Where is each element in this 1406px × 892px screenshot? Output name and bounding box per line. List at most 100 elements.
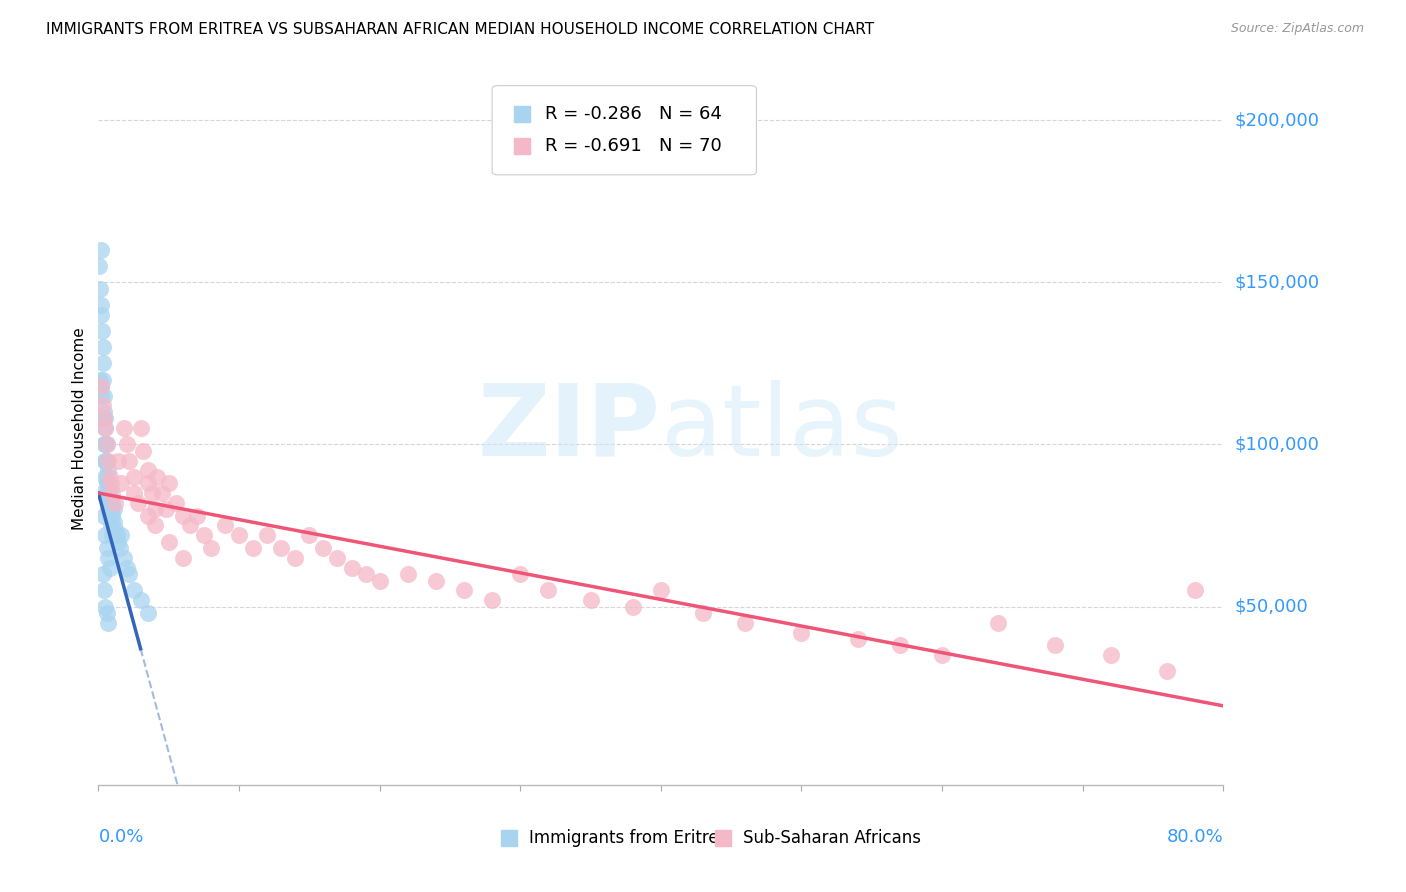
Point xyxy=(1184,583,1206,598)
Point xyxy=(91,486,114,500)
Point xyxy=(270,541,292,556)
Point xyxy=(101,528,124,542)
Point xyxy=(96,476,118,491)
Point xyxy=(931,648,953,663)
Point xyxy=(90,379,112,393)
Point xyxy=(90,379,112,393)
Point xyxy=(94,470,117,484)
Point xyxy=(846,632,869,646)
Point xyxy=(98,496,121,510)
Point xyxy=(98,560,121,574)
Point xyxy=(91,567,114,582)
Point xyxy=(157,534,180,549)
Point xyxy=(93,437,115,451)
Point xyxy=(98,508,121,523)
Text: IMMIGRANTS FROM ERITREA VS SUBSAHARAN AFRICAN MEDIAN HOUSEHOLD INCOME CORRELATIO: IMMIGRANTS FROM ERITREA VS SUBSAHARAN AF… xyxy=(46,22,875,37)
Point xyxy=(101,496,124,510)
Point xyxy=(103,515,125,529)
Point xyxy=(425,574,447,588)
Point xyxy=(97,476,120,491)
Point xyxy=(889,639,911,653)
Point xyxy=(579,593,602,607)
Point xyxy=(96,437,118,451)
Point xyxy=(396,567,419,582)
Point xyxy=(97,486,120,500)
Point xyxy=(537,583,560,598)
Point xyxy=(93,405,115,419)
Point xyxy=(100,518,122,533)
Point xyxy=(179,518,201,533)
Point xyxy=(256,528,278,542)
Point xyxy=(97,550,120,565)
Point xyxy=(1099,648,1122,663)
Point xyxy=(136,606,159,620)
Point xyxy=(165,496,187,510)
Point xyxy=(150,486,173,500)
Point xyxy=(136,508,159,523)
Point xyxy=(96,437,118,451)
Point xyxy=(100,476,122,491)
Point xyxy=(1043,639,1066,653)
Point xyxy=(172,508,194,523)
Text: $150,000: $150,000 xyxy=(1234,273,1319,291)
Text: R = -0.286   N = 64: R = -0.286 N = 64 xyxy=(546,105,721,123)
Text: Source: ZipAtlas.com: Source: ZipAtlas.com xyxy=(1230,22,1364,36)
Point xyxy=(136,463,159,477)
Point xyxy=(987,615,1010,630)
Point xyxy=(132,443,155,458)
Point xyxy=(89,282,111,296)
Point xyxy=(90,324,114,338)
Point xyxy=(105,528,128,542)
Point xyxy=(186,508,208,523)
Point xyxy=(96,541,118,556)
Text: $50,000: $50,000 xyxy=(1234,598,1308,615)
Point xyxy=(89,259,111,273)
Point xyxy=(101,486,124,500)
Point xyxy=(93,583,115,598)
Text: atlas: atlas xyxy=(661,380,903,476)
Point xyxy=(110,476,132,491)
Point xyxy=(129,593,152,607)
Point xyxy=(93,411,115,425)
Point xyxy=(94,437,117,451)
Point xyxy=(115,437,138,451)
Point xyxy=(122,470,145,484)
Point xyxy=(100,492,122,507)
Text: $200,000: $200,000 xyxy=(1234,111,1319,129)
Point xyxy=(118,453,141,467)
Text: R = -0.691   N = 70: R = -0.691 N = 70 xyxy=(546,137,721,155)
Point xyxy=(228,528,250,542)
Point xyxy=(112,550,135,565)
Point xyxy=(340,560,363,574)
Point xyxy=(127,496,149,510)
Point xyxy=(94,421,117,435)
Point xyxy=(481,593,503,607)
Point xyxy=(157,476,180,491)
Point xyxy=(115,560,138,574)
Point xyxy=(90,243,112,257)
Point xyxy=(136,476,159,491)
Point xyxy=(91,411,114,425)
Point xyxy=(129,421,152,435)
Y-axis label: Median Household Income: Median Household Income xyxy=(72,326,87,530)
Point xyxy=(90,389,112,403)
Point xyxy=(93,508,115,523)
Point xyxy=(94,453,117,467)
Point xyxy=(122,486,145,500)
Point xyxy=(93,372,115,386)
Point xyxy=(172,550,194,565)
Point xyxy=(101,508,124,523)
Point xyxy=(98,470,121,484)
Point xyxy=(96,453,118,467)
Point xyxy=(91,399,114,413)
Point xyxy=(143,518,166,533)
Point xyxy=(90,308,112,322)
Point xyxy=(284,550,307,565)
Point xyxy=(141,486,163,500)
Point xyxy=(93,389,115,403)
Text: ZIP: ZIP xyxy=(478,380,661,476)
Point xyxy=(108,541,131,556)
Point xyxy=(98,483,121,497)
Point xyxy=(91,356,114,370)
Point xyxy=(650,583,672,598)
